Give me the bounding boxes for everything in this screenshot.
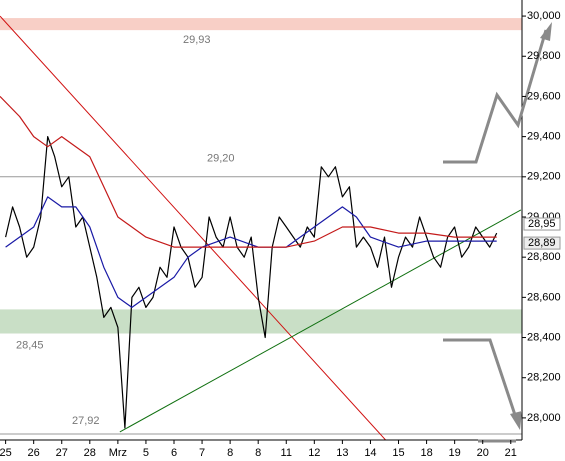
y-tick-label: 29,200 <box>527 171 561 183</box>
y-tick-label: 29,800 <box>527 50 561 62</box>
trendline <box>0 15 386 441</box>
band <box>0 18 522 31</box>
trendline <box>119 209 522 433</box>
y-tick-label: 28,200 <box>527 372 561 384</box>
y-tick-label: 28,600 <box>527 291 561 303</box>
y-tick-label: 29,400 <box>527 131 561 143</box>
last-price-box <box>523 217 561 231</box>
x-tick-label: 28 <box>84 447 96 459</box>
last-price-box <box>523 236 561 250</box>
y-tick-label: 28,400 <box>527 331 561 343</box>
y-tick-label: 28,000 <box>527 412 561 424</box>
x-tick-label: 11 <box>281 447 292 459</box>
plot-area <box>0 15 522 441</box>
y-tick-label: 29,600 <box>527 90 561 102</box>
x-tick-label: 25 <box>0 447 12 459</box>
last-price-label: 28,89 <box>528 237 556 249</box>
x-tick-label: 7 <box>199 447 205 459</box>
arrow-head <box>540 22 552 41</box>
last-price-label: 28,95 <box>528 218 556 230</box>
price-line <box>0 95 497 248</box>
y-tick-label: 30,000 <box>527 10 561 22</box>
x-tick-label: 20 <box>477 447 489 459</box>
arrow-up <box>443 29 548 164</box>
y-tick-label: 28,800 <box>527 251 561 263</box>
x-tick-label: 13 <box>336 447 348 459</box>
x-tick-label: 18 <box>420 447 432 459</box>
x-tick-label: 14 <box>364 447 376 459</box>
x-tick-label: 6 <box>171 447 177 459</box>
x-tick-label: 15 <box>392 447 404 459</box>
x-tick-label: 8 <box>255 447 261 459</box>
x-tick-label: 27 <box>56 447 68 459</box>
arrow-down <box>443 338 518 443</box>
x-tick-label: 12 <box>308 447 320 459</box>
price-line <box>5 196 497 308</box>
annotation: 29,93 <box>183 34 211 46</box>
x-tick-label: 19 <box>449 447 461 459</box>
annotation: 27,92 <box>72 415 100 427</box>
x-tick-label: 26 <box>28 447 40 459</box>
x-tick-label: 21 <box>505 447 517 459</box>
arrow-head <box>510 411 522 430</box>
x-tick-label: 8 <box>227 447 233 459</box>
price-line <box>5 136 498 429</box>
x-tick-label: 5 <box>143 447 149 459</box>
annotation: 28,45 <box>16 339 44 351</box>
x-tick-label: Mrz <box>109 447 127 459</box>
annotation: 29,20 <box>207 153 235 165</box>
